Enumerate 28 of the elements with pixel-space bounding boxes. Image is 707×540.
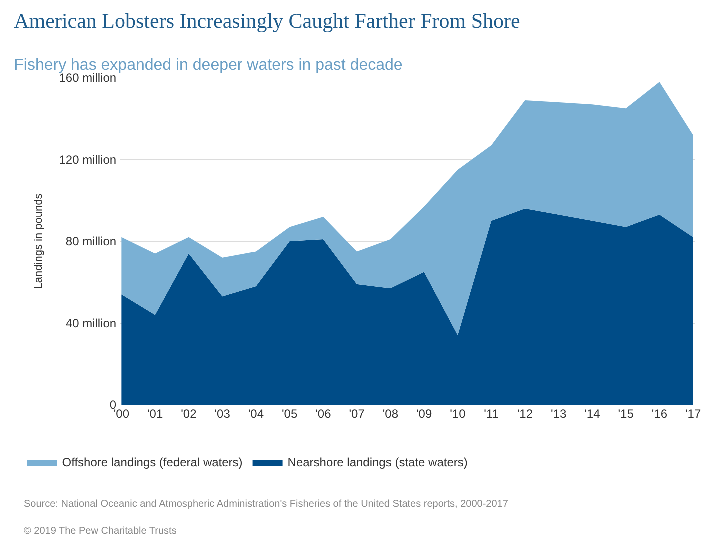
- x-tick-label: '08: [382, 407, 399, 421]
- x-tick-label: '10: [450, 407, 466, 421]
- x-tick-label: '11: [484, 407, 500, 421]
- x-tick-label: '04: [248, 407, 264, 421]
- legend-label: Offshore landings (federal waters): [62, 456, 243, 470]
- x-tick-label: '05: [282, 407, 298, 421]
- x-tick-label: '00: [114, 407, 130, 421]
- y-tick-label: 120 million: [59, 152, 117, 167]
- x-tick-label: '13: [551, 407, 567, 421]
- x-tick-label: '09: [416, 407, 432, 421]
- x-tick-label: '01: [147, 407, 164, 421]
- x-tick-label: '16: [652, 407, 668, 421]
- x-tick-label: '12: [517, 407, 534, 421]
- y-tick-label: 80 million: [66, 234, 117, 249]
- y-tick-label: 40 million: [66, 316, 117, 330]
- chart-title: American Lobsters Increasingly Caught Farther From Shore: [14, 9, 520, 34]
- chart-subtitle: Fishery has expanded in deeper waters in past decade: [14, 57, 403, 74]
- x-tick-label: '06: [316, 407, 332, 421]
- x-tick-label: '14: [584, 407, 601, 421]
- x-tick-label: '17: [686, 407, 702, 421]
- legend-label: Nearshore landings (state waters): [288, 456, 468, 470]
- x-tick-label: '03: [214, 407, 231, 421]
- y-axis-title: Landings in pounds: [32, 193, 45, 290]
- text: © 2019 The Pew Charitable Trusts: [24, 526, 177, 537]
- x-tick-label: '07: [349, 407, 366, 421]
- x-tick-label: '15: [618, 407, 634, 421]
- source-note: Source: National Oceanic and Atmospheric Administration's Fisheries of the United States reports, 2000-2017: [24, 499, 509, 510]
- x-tick-label: '02: [181, 407, 198, 421]
